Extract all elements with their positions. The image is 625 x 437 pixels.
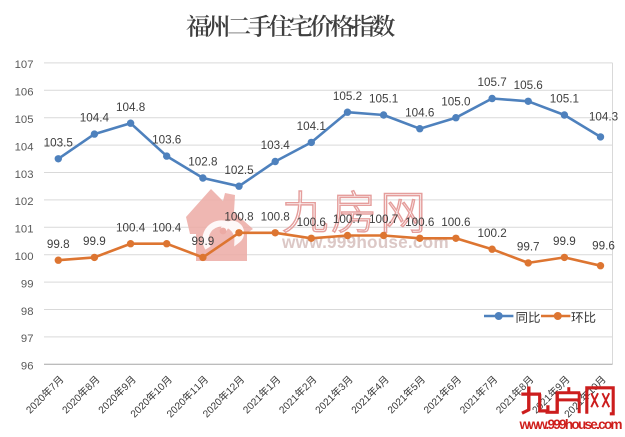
svg-text:100.4: 100.4 (152, 221, 182, 234)
svg-text:102: 102 (15, 196, 34, 208)
svg-text:100.6: 100.6 (441, 216, 470, 229)
svg-text:104: 104 (15, 141, 34, 153)
svg-text:101: 101 (15, 224, 34, 236)
svg-text:100.7: 100.7 (333, 213, 362, 226)
svg-text:103: 103 (15, 169, 34, 181)
svg-text:99.9: 99.9 (192, 235, 215, 248)
svg-text:97: 97 (21, 333, 34, 345)
svg-text:100.6: 100.6 (405, 216, 434, 229)
svg-text:102.8: 102.8 (188, 156, 217, 169)
svg-text:103.4: 103.4 (261, 139, 291, 152)
svg-text:96: 96 (21, 361, 34, 373)
svg-text:104.3: 104.3 (589, 111, 618, 124)
svg-text:104.1: 104.1 (297, 120, 326, 133)
svg-text:105.6: 105.6 (514, 79, 543, 92)
svg-text:98: 98 (21, 306, 34, 318)
svg-text:99.7: 99.7 (517, 241, 540, 254)
svg-text:99.8: 99.8 (47, 238, 70, 251)
svg-text:99.6: 99.6 (592, 239, 615, 252)
svg-text:100.4: 100.4 (116, 221, 146, 234)
svg-text:106: 106 (15, 87, 34, 99)
svg-text:105.1: 105.1 (550, 93, 579, 106)
svg-text:100.8: 100.8 (224, 210, 253, 223)
svg-text:100: 100 (15, 251, 34, 263)
svg-text:103.5: 103.5 (44, 136, 74, 149)
svg-text:102.5: 102.5 (224, 164, 254, 177)
svg-text:100.7: 100.7 (369, 213, 398, 226)
svg-text:105.2: 105.2 (333, 90, 362, 103)
svg-text:www.999house.com: www.999house.com (519, 417, 623, 432)
svg-text:99.9: 99.9 (83, 235, 106, 248)
svg-text:100.2: 100.2 (477, 227, 506, 240)
svg-text:100.8: 100.8 (261, 210, 290, 223)
svg-text:104.6: 104.6 (405, 106, 434, 119)
svg-text:99: 99 (21, 278, 34, 290)
svg-text:104.8: 104.8 (116, 101, 145, 114)
svg-text:99.9: 99.9 (553, 235, 576, 248)
svg-text:105.0: 105.0 (441, 95, 471, 108)
svg-text:103.6: 103.6 (152, 134, 181, 147)
svg-text:104.4: 104.4 (80, 112, 110, 125)
svg-text:105.7: 105.7 (477, 76, 506, 89)
svg-text:107: 107 (15, 59, 34, 71)
svg-text:105.1: 105.1 (369, 93, 398, 106)
svg-text:105: 105 (15, 114, 34, 126)
svg-text:100.6: 100.6 (297, 216, 326, 229)
